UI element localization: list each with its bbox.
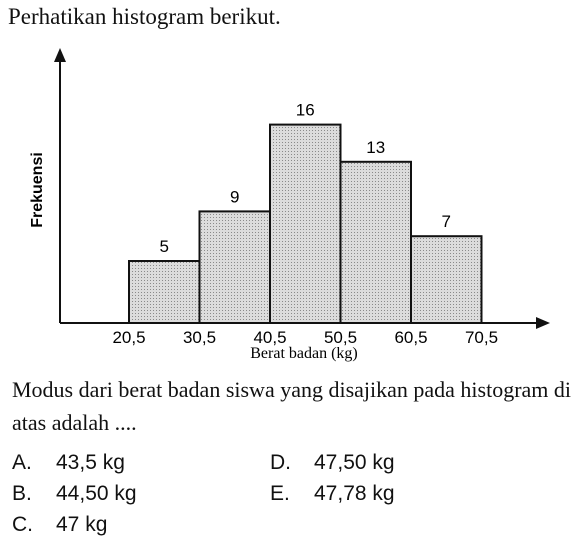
x-tick-label: 70,5 [465,328,498,347]
option-d[interactable]: D. 47,50 kg [270,451,395,475]
option-text: 44,50 kg [56,482,137,505]
option-letter: E. [270,482,290,505]
histogram-bar [339,160,412,324]
option-text: 47 kg [56,513,108,536]
bar-value-label: 16 [296,101,315,120]
bar-value-label: 7 [442,212,451,231]
option-e[interactable]: E. 47,78 kg [270,482,395,506]
x-tick-label: 30,5 [183,328,216,347]
bar-value-label: 13 [366,138,385,157]
option-c[interactable]: C. 47 kg [12,513,107,537]
histogram-bar [269,123,342,324]
option-letter: A. [12,451,32,474]
x-axis-label: Berat badan (kg) [250,345,358,362]
histogram-bar [128,260,201,324]
y-axis-label: Frekuensi [29,152,46,228]
option-letter: B. [12,482,32,505]
option-text: 47,78 kg [314,482,395,505]
histogram-bar [410,235,483,324]
bar-value-label: 5 [160,237,169,256]
histogram-chart: 5 9 16 13 7 20,5 30,5 40,5 50,5 60,5 70,5 Frekuen… [29,48,550,362]
question-text: Modus dari berat badan siswa yang disaji… [12,377,572,435]
option-letter: C. [12,513,33,536]
option-b[interactable]: B. 44,50 kg [12,482,137,506]
option-text: 47,50 kg [314,451,395,474]
x-tick-label: 20,5 [112,328,145,347]
y-axis-arrow [54,48,66,62]
option-a[interactable]: A. 43,5 kg [12,451,125,475]
x-axis-arrow [536,317,550,329]
option-text: 43,5 kg [56,451,125,474]
x-tick-label: 40,5 [253,328,286,347]
x-tick-label: 50,5 [324,328,357,347]
x-tick-label: 60,5 [394,328,427,347]
option-letter: D. [270,451,291,474]
bar-value-label: 9 [230,187,239,206]
intro-text: Perhatikan histogram berikut. [8,4,281,29]
histogram-bar [198,210,271,324]
